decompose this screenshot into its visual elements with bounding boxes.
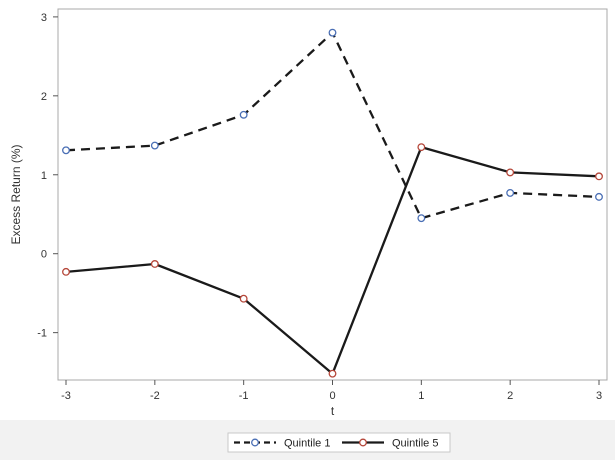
x-tick-label: 2 [507,390,513,402]
legend-label: Quintile 5 [392,438,438,450]
data-point [150,141,159,150]
series-line-1 [65,31,600,220]
x-tick-label: -2 [150,390,160,402]
data-point [239,294,248,303]
data-point [62,267,70,276]
data-point [595,172,603,181]
data-point [62,146,70,155]
data-point [506,188,515,197]
legend: Quintile 1 Quintile 5 [227,432,451,453]
y-tick-label: 2 [41,91,47,103]
legend-label: Quintile 1 [284,438,330,450]
y-tick-label: 3 [41,12,47,24]
data-point [328,28,337,37]
x-axis-title: t [331,404,335,418]
data-point [239,110,248,119]
x-axis: -3 -2 -1 0 1 2 3 [61,380,602,402]
series-line-2 [65,145,600,375]
y-axis-title: Excess Return (%) [9,144,23,244]
y-axis: -1 0 1 2 3 [37,12,58,340]
series-markers [62,28,603,378]
series-lines [65,31,600,375]
y-tick-label: 1 [41,170,47,182]
data-point [150,260,159,268]
legend-swatch-marker [251,438,259,447]
x-tick-label: 1 [418,390,424,402]
data-point [417,214,426,223]
data-point [328,369,337,378]
x-tick-label: -1 [239,390,249,402]
x-tick-label: -3 [61,390,71,402]
y-tick-label: 0 [41,249,47,261]
y-tick-label: -1 [37,328,47,340]
data-point [595,192,603,201]
x-tick-label: 3 [596,390,602,402]
data-point [506,168,515,177]
data-point [417,143,426,152]
x-tick-label: 0 [329,390,335,402]
legend-box [227,432,451,453]
legend-swatch-marker [359,438,367,447]
